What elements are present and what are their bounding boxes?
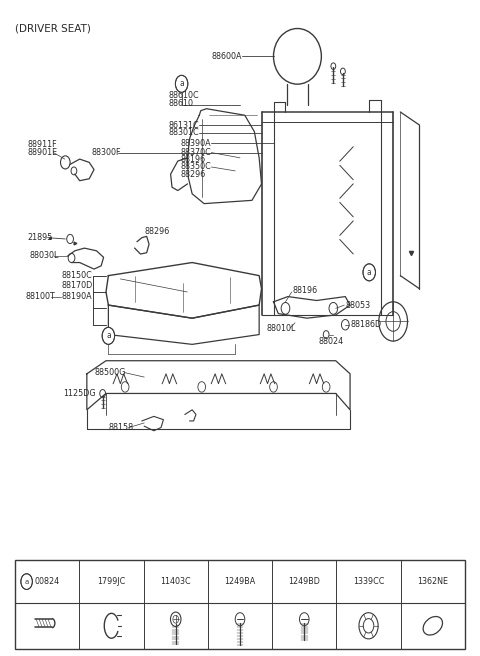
Text: 88350C: 88350C bbox=[180, 163, 211, 171]
Text: 1799JC: 1799JC bbox=[97, 577, 126, 586]
Circle shape bbox=[21, 574, 32, 590]
Text: 88296: 88296 bbox=[180, 170, 205, 178]
Text: a: a bbox=[24, 579, 29, 584]
Text: 86131C: 86131C bbox=[168, 121, 199, 130]
Text: 88053: 88053 bbox=[345, 300, 371, 310]
Text: 11403C: 11403C bbox=[160, 577, 191, 586]
Text: 88370C: 88370C bbox=[180, 148, 211, 157]
Circle shape bbox=[102, 327, 115, 344]
Text: 88030L: 88030L bbox=[29, 251, 59, 260]
Circle shape bbox=[175, 75, 188, 92]
Text: 88901E: 88901E bbox=[27, 148, 57, 157]
Text: 88296: 88296 bbox=[144, 226, 169, 236]
Text: 88100T: 88100T bbox=[25, 292, 55, 301]
Text: 1362NE: 1362NE bbox=[417, 577, 448, 586]
Text: 21895: 21895 bbox=[27, 233, 52, 242]
Circle shape bbox=[363, 264, 375, 281]
Text: (DRIVER SEAT): (DRIVER SEAT) bbox=[15, 24, 91, 33]
Text: 88010L: 88010L bbox=[266, 323, 296, 333]
Text: 88170D: 88170D bbox=[62, 281, 93, 290]
Text: 88190A: 88190A bbox=[62, 292, 93, 301]
Text: 88158: 88158 bbox=[108, 423, 133, 432]
Bar bbox=[15, 560, 465, 649]
Text: a: a bbox=[367, 268, 372, 277]
Text: 88150C: 88150C bbox=[62, 271, 93, 280]
Text: 88610C: 88610C bbox=[168, 91, 199, 100]
Text: 88196: 88196 bbox=[180, 155, 205, 164]
Text: 1249BD: 1249BD bbox=[288, 577, 320, 586]
Text: 88500G: 88500G bbox=[94, 368, 125, 377]
Text: 88186D: 88186D bbox=[350, 320, 381, 329]
Text: 88024: 88024 bbox=[319, 337, 344, 346]
Text: 88911F: 88911F bbox=[27, 140, 57, 149]
Text: 1249BA: 1249BA bbox=[224, 577, 256, 586]
Text: 88300F: 88300F bbox=[92, 148, 121, 157]
Text: 1125DG: 1125DG bbox=[63, 389, 96, 398]
Text: a: a bbox=[106, 331, 111, 340]
Text: 88610: 88610 bbox=[168, 99, 193, 108]
Text: 1339CC: 1339CC bbox=[353, 577, 384, 586]
Text: 88301C: 88301C bbox=[168, 129, 199, 137]
Text: a: a bbox=[179, 79, 184, 89]
Text: 00824: 00824 bbox=[35, 577, 60, 586]
Text: 88600A: 88600A bbox=[211, 52, 242, 61]
Text: 88390A: 88390A bbox=[180, 139, 211, 148]
Text: 88196: 88196 bbox=[293, 285, 318, 295]
